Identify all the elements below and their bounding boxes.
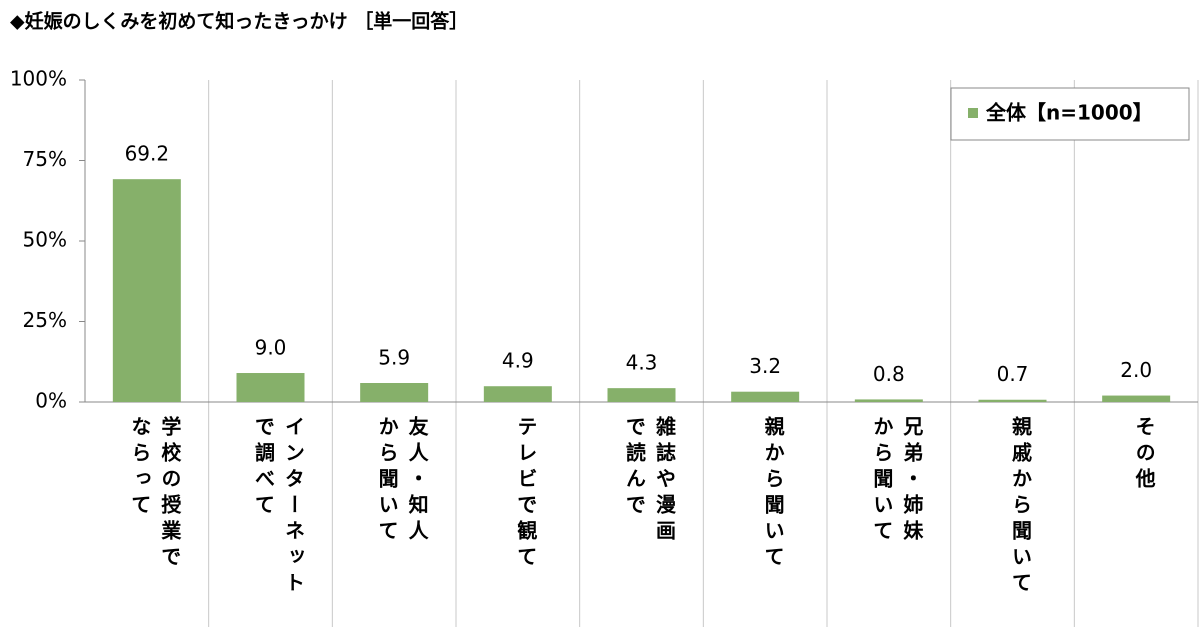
bar	[854, 399, 923, 402]
chart-title: ◆妊娠のしくみを初めて知ったきっかけ ［単一回答］	[10, 10, 468, 33]
y-tick-label: 75%	[23, 147, 67, 171]
legend-label: 全体【n=1000】	[985, 101, 1153, 125]
x-tick-label: 親戚から聞いて	[1008, 416, 1033, 598]
y-tick-label: 100%	[10, 67, 67, 91]
y-tick-label: 0%	[35, 389, 67, 413]
value-label: 0.7	[997, 362, 1029, 386]
x-tick-label: 学校の授業で ならって	[127, 416, 182, 572]
x-tick-label: インターネット で調べて	[251, 416, 306, 598]
value-label: 3.2	[749, 354, 781, 378]
value-label: 5.9	[378, 346, 410, 370]
x-tick-label: 雑誌や漫画 で読んで	[622, 416, 677, 546]
x-tick-label: その他	[1132, 416, 1157, 494]
bar	[236, 373, 305, 402]
value-label: 9.0	[255, 336, 287, 360]
y-tick-label: 50%	[23, 228, 67, 252]
x-tick-label: 友人・知人 から聞いて	[375, 416, 430, 546]
x-tick-label: 兄弟・姉妹 から聞いて	[869, 416, 924, 546]
y-tick-label: 25%	[23, 308, 67, 332]
x-tick-label: 親から聞いて	[761, 416, 786, 572]
x-tick-label: テレビで観て	[513, 416, 538, 572]
bar	[112, 179, 181, 402]
legend-swatch	[968, 108, 978, 118]
value-label: 4.9	[502, 349, 534, 373]
value-label: 0.8	[873, 362, 905, 386]
bar	[360, 383, 429, 402]
bar	[607, 388, 676, 402]
bar	[978, 399, 1047, 402]
bar	[731, 391, 800, 402]
value-label: 2.0	[1120, 358, 1152, 382]
legend-box	[950, 87, 1190, 141]
bar	[1102, 395, 1171, 402]
bar	[483, 386, 552, 402]
value-label: 69.2	[125, 142, 170, 166]
value-label: 4.3	[626, 351, 658, 375]
